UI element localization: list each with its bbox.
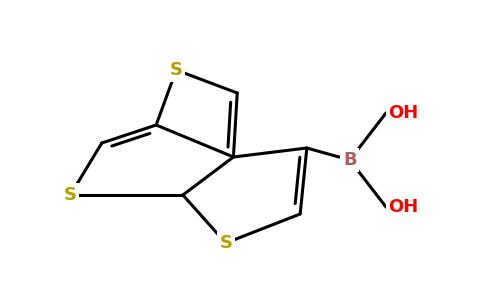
Text: OH: OH — [388, 198, 419, 216]
Text: OH: OH — [388, 104, 419, 122]
Text: S: S — [219, 234, 232, 252]
Text: B: B — [343, 151, 357, 169]
Text: S: S — [64, 186, 77, 204]
Text: S: S — [170, 61, 182, 79]
